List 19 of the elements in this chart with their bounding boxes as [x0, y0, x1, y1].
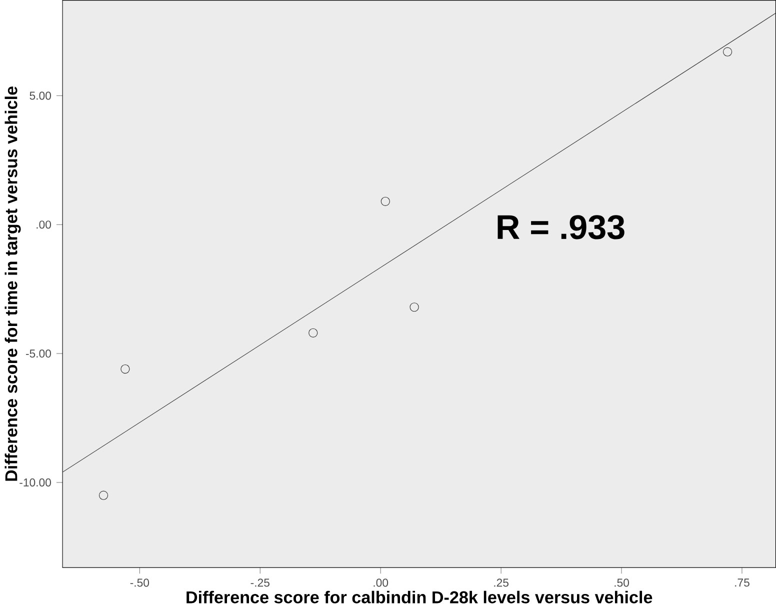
point: [98, 490, 108, 500]
point: [308, 328, 318, 338]
y-tick-label: -10.00: [20, 478, 52, 486]
point: [380, 196, 390, 206]
y-axis-title: Difference score for time in target versus vehicle: [4, 86, 21, 481]
y-tick-label: .00: [36, 220, 52, 229]
x-tick-label: .50: [614, 578, 630, 587]
point: [410, 302, 419, 312]
x-tick-label: .25: [494, 578, 508, 587]
y-tick-label: 5.00: [30, 92, 52, 100]
y-tick-label: -5.00: [26, 349, 52, 358]
annotation: R = .933: [498, 215, 624, 240]
x-tick-label: -.50: [130, 578, 150, 587]
point: [722, 47, 732, 56]
x-tick-label: .00: [374, 578, 388, 587]
point: [120, 364, 130, 374]
x-axis-title: Difference score for calbindin D-28k levels versus vehicle: [186, 590, 652, 604]
x-tick-label: .75: [735, 578, 750, 587]
x-tick-label: -.25: [250, 578, 270, 587]
